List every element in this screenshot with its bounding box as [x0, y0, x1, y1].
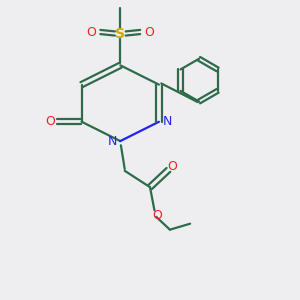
Text: O: O	[46, 115, 56, 128]
Text: O: O	[168, 160, 178, 173]
Text: S: S	[115, 27, 125, 41]
Text: N: N	[107, 135, 117, 148]
Text: O: O	[86, 26, 96, 38]
Text: O: O	[152, 208, 162, 222]
Text: N: N	[163, 115, 172, 128]
Text: O: O	[144, 26, 154, 38]
